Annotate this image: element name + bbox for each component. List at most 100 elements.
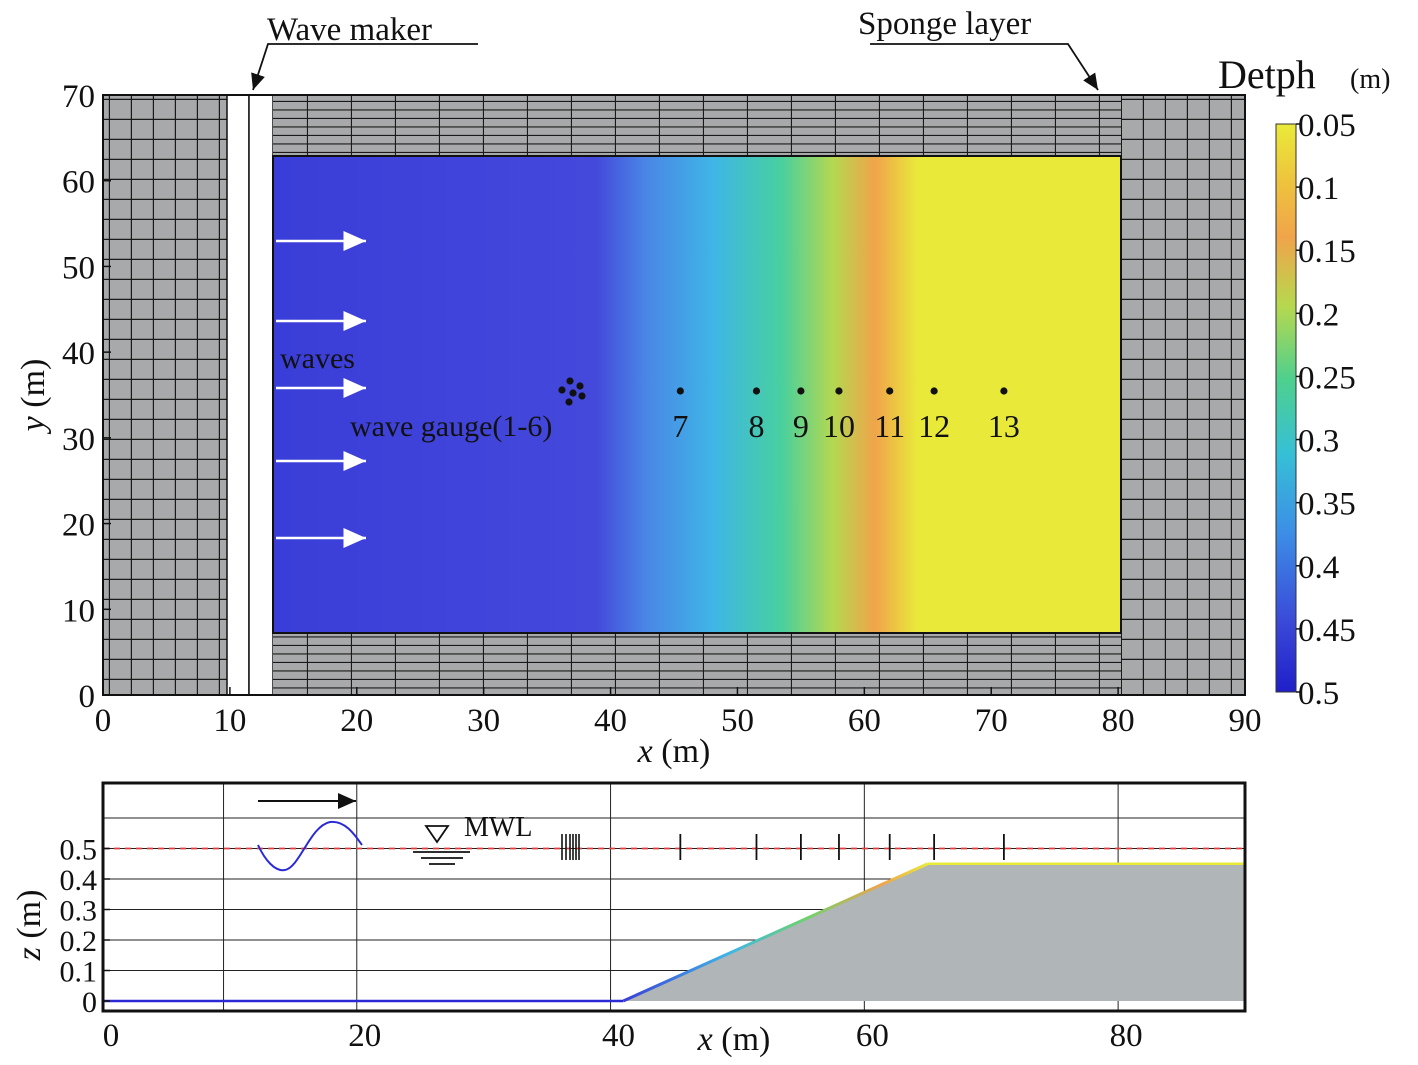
x-tick-label: 70 [975, 703, 1008, 739]
top-sponge-grid [273, 95, 1121, 156]
top-y-axis-label: y (m) [15, 359, 52, 435]
x-tick-label: 10 [213, 703, 246, 739]
wave-gauge-label: wave gauge(1-6) [350, 410, 552, 443]
gauges-top: 7 8 9 10 11 12 13 [672, 387, 1020, 444]
y-tick-label: 10 [62, 593, 95, 629]
top-x-axis-label: x (m) [637, 733, 711, 770]
wave-arrows [276, 231, 366, 548]
side-x-tick-label: 20 [348, 1018, 381, 1054]
side-x-tick-label: 40 [602, 1018, 635, 1054]
sponge-layer-label: Sponge layer [858, 6, 1031, 42]
side-view: MWL 0 20 40 60 80 00.10.20.30.40.5 x (m) z (… [11, 781, 1247, 1058]
colorbar-title: Detph [1218, 52, 1316, 97]
right-sponge-grid [1121, 95, 1245, 695]
colorbar-scale [1275, 123, 1297, 693]
y-tick-label: 20 [62, 508, 95, 544]
mwl-symbol-icon [413, 825, 470, 865]
side-y-tick-label: 0.2 [60, 925, 98, 958]
gauge-dot [576, 382, 584, 390]
colorbar: Detph (m) 0.050.10.150.20.250.30.350.40.… [1218, 52, 1390, 712]
y-tick-label: 30 [62, 422, 95, 458]
sponge-layer-callout: Sponge layer [858, 6, 1099, 91]
gauge-cluster [558, 377, 586, 406]
gauge-number: 11 [874, 408, 905, 444]
gauge-dot [797, 387, 805, 395]
gauge-dot [566, 377, 574, 385]
gauge-dot [1000, 387, 1008, 395]
y-tick-label: 0 [79, 679, 96, 715]
gauge-number: 13 [988, 408, 1020, 444]
wave-maker-label: Wave maker [267, 12, 432, 48]
x-tick-label: 30 [467, 703, 500, 739]
side-y-tick-label: 0.5 [60, 834, 98, 867]
side-x-ticks: 0 20 40 60 80 [103, 1018, 1143, 1054]
colorbar-tick-label: 0.4 [1298, 550, 1339, 586]
side-x-tick-label: 0 [103, 1018, 120, 1054]
side-y-ticks: 00.10.20.30.40.5 [60, 834, 110, 1019]
side-y-axis-label: z (m) [11, 890, 48, 962]
wave-maker-strip-left [226, 94, 250, 696]
depth-field [272, 155, 1122, 634]
side-y-tick-label: 0.1 [60, 956, 98, 989]
wave-maker-callout: Wave maker [251, 12, 478, 91]
gauge-dot [565, 398, 573, 406]
wave-maker-strip-right [248, 94, 274, 696]
side-gauge-cluster [561, 834, 580, 860]
colorbar-tick-label: 0.3 [1298, 424, 1339, 460]
colorbar-unit: (m) [1350, 64, 1390, 95]
y-tick-label: 40 [62, 336, 95, 372]
sponge-layer-arrow-icon [870, 43, 1099, 91]
side-x-tick-label: 60 [856, 1018, 889, 1054]
side-gauges [679, 834, 1005, 860]
gauge-dot [930, 387, 938, 395]
colorbar-tick-label: 0.45 [1298, 613, 1356, 649]
bottom-sponge-grid [273, 633, 1121, 695]
x-tick-label: 0 [95, 703, 112, 739]
gauge-dot [835, 387, 843, 395]
top-y-ticks: 0 10 20 30 40 50 60 70 [62, 79, 111, 715]
side-x-tick-label: 80 [1110, 1018, 1143, 1054]
x-tick-label: 40 [594, 703, 627, 739]
x-tick-label: 60 [848, 703, 881, 739]
side-y-tick-label: 0.4 [60, 864, 98, 897]
colorbar-tick-label: 0.05 [1298, 108, 1356, 144]
gauge-dot [676, 387, 684, 395]
colorbar-tick-label: 0.25 [1298, 360, 1356, 396]
gauge-number: 7 [672, 408, 688, 444]
side-y-tick-label: 0.3 [60, 895, 98, 928]
x-tick-label: 90 [1229, 703, 1262, 739]
gauge-number: 10 [823, 408, 855, 444]
y-tick-label: 50 [62, 250, 95, 286]
wave-sketch-icon [257, 820, 363, 872]
y-tick-label: 70 [62, 79, 95, 115]
gauge-dot [578, 392, 586, 400]
colorbar-tick-label: 0.5 [1298, 676, 1339, 712]
gauge-number: 12 [918, 408, 950, 444]
colorbar-tick-label: 0.15 [1298, 234, 1356, 270]
plan-frame [102, 94, 1246, 696]
gauge-number: 8 [748, 408, 764, 444]
bathymetry-slope-line [622, 862, 929, 1003]
x-tick-label: 50 [721, 703, 754, 739]
waves-label: waves [280, 342, 355, 375]
wave-maker-arrow-icon [251, 43, 478, 91]
gauge-dot [558, 386, 566, 394]
y-tick-label: 60 [62, 165, 95, 201]
colorbar-tick-label: 0.35 [1298, 487, 1356, 523]
gauge-number: 9 [793, 408, 809, 444]
mwl-label: MWL [464, 812, 532, 843]
colorbar-tick-label: 0.2 [1298, 297, 1339, 333]
x-tick-label: 80 [1102, 703, 1135, 739]
bathymetry-fill [623, 863, 1245, 1001]
colorbar-tick-label: 0.1 [1298, 171, 1339, 207]
gauge-dot [886, 387, 894, 395]
plan-view: waves wave gauge(1-6) 7 8 9 10 11 12 13 0 10 20 3… [15, 79, 1262, 770]
side-plot-frame [101, 781, 1247, 1013]
left-sponge-grid [103, 95, 227, 695]
gauge-dot [752, 387, 761, 395]
top-x-ticks: 0 10 20 30 40 50 60 70 80 90 [95, 687, 1262, 739]
gauge-dot [569, 389, 577, 397]
colorbar-ticks: 0.05 0.1 0.15 0.2 0.25 0.3 0.35 0.4 0.45 0.5 [1296, 108, 1356, 712]
side-x-axis-label: x (m) [697, 1021, 771, 1058]
